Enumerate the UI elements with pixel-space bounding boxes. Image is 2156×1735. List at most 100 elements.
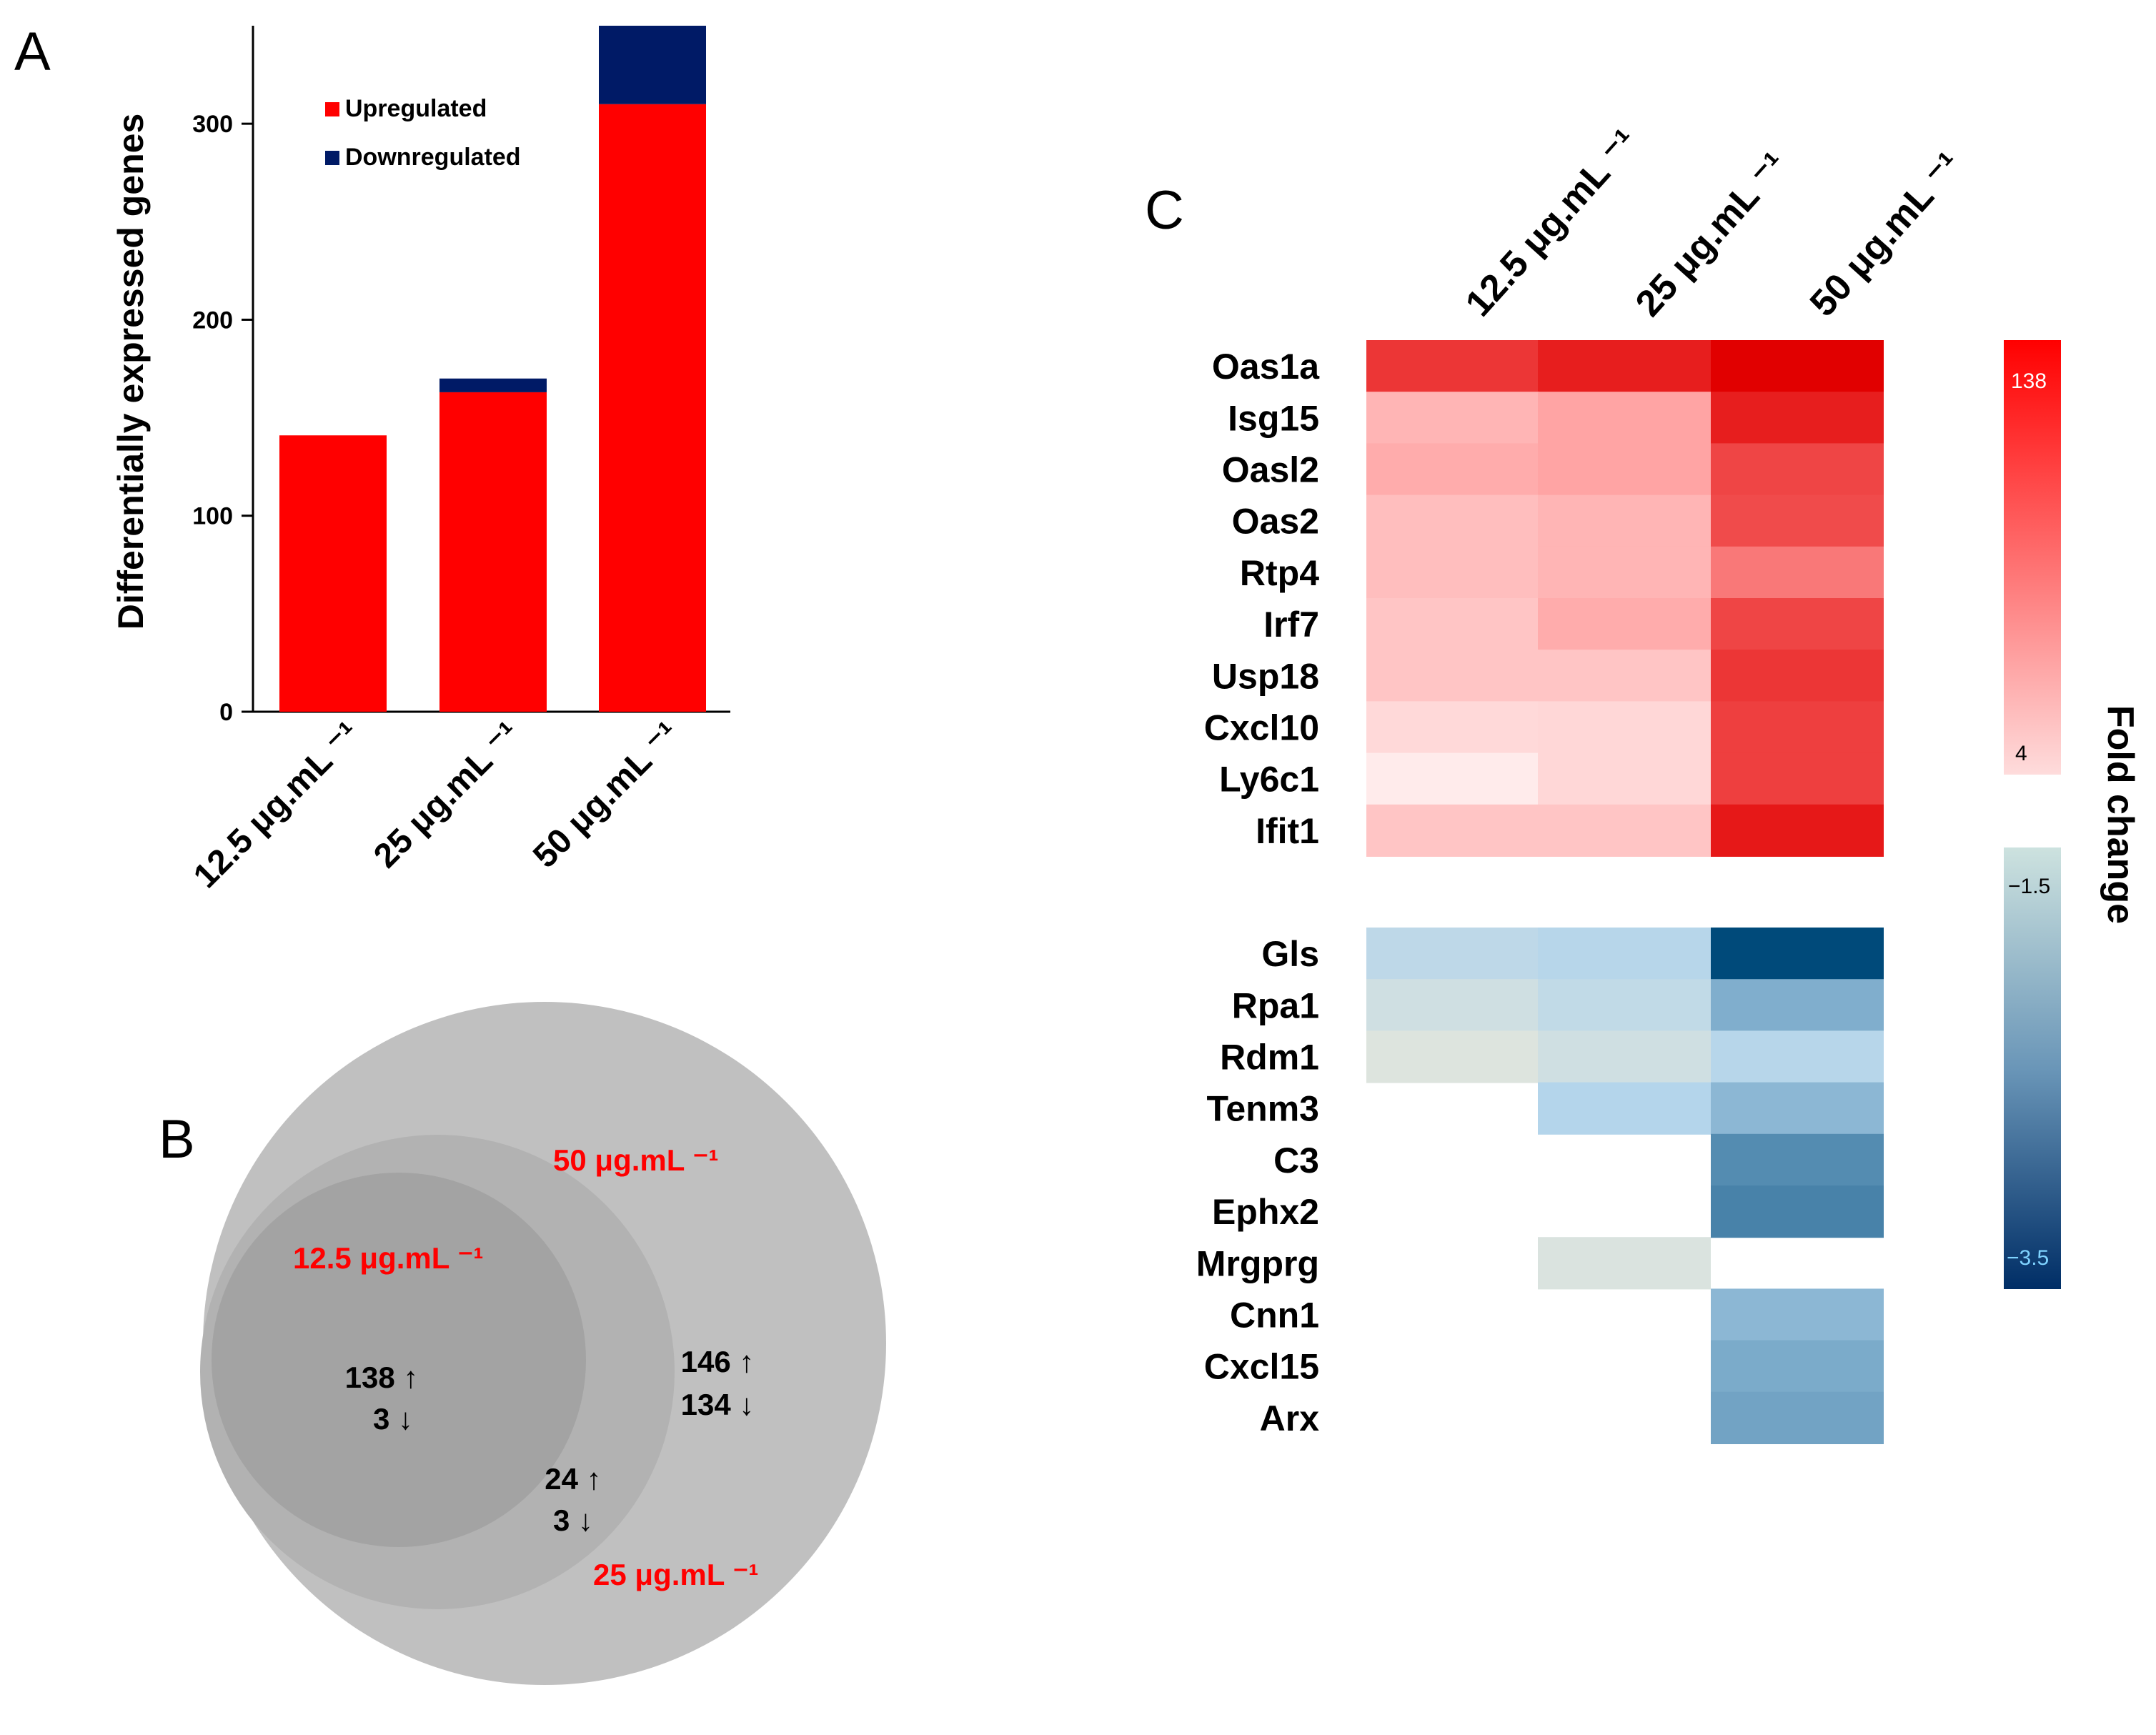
venn-count-50-down: 134 ↓ <box>681 1388 755 1421</box>
panel-a-xtick-label: 12.5 μg.mL ⁻¹ <box>187 715 367 895</box>
heatmap-cell-up-rtp4-2 <box>1538 546 1711 599</box>
heatmap-column-label-2: 25 μg.mL ⁻¹ <box>1628 144 1796 324</box>
venn-count-25-50-down: 3 ↓ <box>553 1503 593 1537</box>
heatmap-cell-up-isg15-1 <box>1366 392 1539 444</box>
heatmap-cell-down-cnn1-3 <box>1711 1288 1884 1341</box>
heatmap-cell-up-oas2-1 <box>1366 494 1539 547</box>
legend-label-downregulated: Downregulated <box>345 144 521 171</box>
gene-label-cxcl10: Cxcl10 <box>1204 708 1319 748</box>
heatmap-cell-down-rdm1-3 <box>1711 1030 1884 1083</box>
heatmap-cell-up-oas1a-1 <box>1366 340 1539 393</box>
venn-count-50-up: 146 ↑ <box>681 1345 755 1378</box>
heatmap-cell-down-mrgprg-2 <box>1538 1237 1711 1290</box>
venn-count-all-up: 138 ↑ <box>345 1361 419 1394</box>
heatmap-cell-down-rpa1-2 <box>1538 979 1711 1032</box>
heatmap-cell-up-ly6c1-3 <box>1711 752 1884 805</box>
panel-a-ylabel: Differentially expressed genes <box>111 114 151 630</box>
heatmap-cell-up-usp18-2 <box>1538 650 1711 702</box>
heatmap-cell-down-c3-3 <box>1711 1133 1884 1186</box>
gene-label-irf7: Irf7 <box>1263 605 1319 645</box>
panel-b-letter: B <box>159 1109 195 1170</box>
gene-label-isg15: Isg15 <box>1228 398 1319 438</box>
bar-upregulated-1 <box>279 435 387 712</box>
colorbar-up-min-label: 4 <box>2015 742 2027 765</box>
panel-a-xtick-label: 50 μg.mL ⁻¹ <box>526 715 687 875</box>
heatmap-cell-down-rdm1-2 <box>1538 1030 1711 1083</box>
heatmap-cell-up-oasl2-3 <box>1711 443 1884 496</box>
gene-label-c3: C3 <box>1273 1140 1319 1180</box>
colorbar-down-min-label: −3.5 <box>2007 1246 2049 1270</box>
gene-label-oasl2: Oasl2 <box>1222 450 1319 490</box>
venn-label-25: 25 μg.mL ⁻¹ <box>593 1558 758 1591</box>
panel-b-venn: B 50 μg.mL ⁻¹ 12.5 μg.mL ⁻¹ 25 μg.mL ⁻¹ … <box>159 1002 886 1685</box>
heatmap-cell-up-isg15-3 <box>1711 392 1884 444</box>
bar-downregulated-2 <box>439 378 547 392</box>
gene-label-tenm3: Tenm3 <box>1207 1089 1319 1129</box>
heatmap-cell-up-oasl2-2 <box>1538 443 1711 496</box>
heatmap-column-label-3: 50 μg.mL ⁻¹ <box>1802 144 1970 324</box>
bar-upregulated-3 <box>599 104 706 712</box>
bar-downregulated-3 <box>599 26 706 104</box>
heatmap-cell-down-gls-1 <box>1366 928 1539 980</box>
colorbar-down-max-label: −1.5 <box>2008 875 2050 898</box>
colorbar-down <box>2004 847 2061 1289</box>
heatmap-cell-up-irf7-2 <box>1538 598 1711 651</box>
heatmap-cell-down-arx-3 <box>1711 1391 1884 1444</box>
heatmap-cell-down-gls-2 <box>1538 928 1711 980</box>
panel-a-bar-chart: A Differentially expressed genes 0 100 200… <box>14 21 730 895</box>
gene-label-ly6c1: Ly6c1 <box>1219 760 1319 800</box>
heatmap-cell-up-rtp4-1 <box>1366 546 1539 599</box>
heatmap-cell-up-ifit1-3 <box>1711 804 1884 857</box>
panel-a-ytick-label: 100 <box>192 503 233 530</box>
heatmap-cell-up-usp18-1 <box>1366 650 1539 702</box>
heatmap-column-label-1: 12.5 μg.mL ⁻¹ <box>1458 121 1646 324</box>
heatmap-cell-down-rdm1-1 <box>1366 1030 1539 1083</box>
panel-a-ytick-label: 0 <box>219 699 233 726</box>
heatmap-cell-up-cxcl10-3 <box>1711 701 1884 754</box>
panel-a-ytick-label: 200 <box>192 307 233 334</box>
gene-label-mrgprg: Mrgprg <box>1196 1243 1319 1283</box>
panel-a-xtick-label: 25 μg.mL ⁻¹ <box>367 715 527 875</box>
heatmap-cell-up-irf7-3 <box>1711 598 1884 651</box>
legend-swatch-downregulated <box>325 151 339 165</box>
gene-label-cnn1: Cnn1 <box>1230 1296 1319 1336</box>
heatmap-cell-up-oas1a-2 <box>1538 340 1711 393</box>
heatmap-cell-up-ifit1-1 <box>1366 804 1539 857</box>
panel-c-letter: C <box>1145 180 1184 241</box>
colorbar-up <box>2004 340 2061 775</box>
heatmap-cell-up-isg15-2 <box>1538 392 1711 444</box>
heatmap-cell-up-rtp4-3 <box>1711 546 1884 599</box>
colorbar-up-max-label: 138 <box>2011 369 2047 393</box>
venn-count-all-down: 3 ↓ <box>373 1402 413 1436</box>
heatmap-cell-up-oas2-2 <box>1538 494 1711 547</box>
venn-count-25-50-up: 24 ↑ <box>545 1462 601 1496</box>
heatmap-cell-up-cxcl10-1 <box>1366 701 1539 754</box>
gene-label-rpa1: Rpa1 <box>1232 985 1319 1025</box>
heatmap-cell-down-gls-3 <box>1711 928 1884 980</box>
gene-label-rtp4: Rtp4 <box>1240 553 1319 593</box>
heatmap-cell-down-ephx2-3 <box>1711 1185 1884 1238</box>
gene-label-gls: Gls <box>1261 934 1319 974</box>
heatmap-cell-up-usp18-3 <box>1711 650 1884 702</box>
venn-label-50: 50 μg.mL ⁻¹ <box>553 1143 718 1177</box>
bar-upregulated-2 <box>439 392 547 712</box>
gene-label-cxcl15: Cxcl15 <box>1204 1347 1319 1387</box>
gene-label-arx: Arx <box>1260 1398 1320 1438</box>
heatmap-cell-up-ly6c1-1 <box>1366 752 1539 805</box>
gene-label-ifit1: Ifit1 <box>1256 811 1319 851</box>
heatmap-cell-up-oasl2-1 <box>1366 443 1539 496</box>
legend-swatch-upregulated <box>325 102 339 116</box>
heatmap-cell-up-cxcl10-2 <box>1538 701 1711 754</box>
heatmap-cell-up-irf7-1 <box>1366 598 1539 651</box>
gene-label-oas2: Oas2 <box>1232 502 1319 542</box>
heatmap-cell-up-oas2-3 <box>1711 494 1884 547</box>
gene-label-usp18: Usp18 <box>1212 656 1319 696</box>
colorbar-title: Fold change <box>2100 705 2141 924</box>
panel-a-letter: A <box>14 21 51 82</box>
panel-a-ytick-label: 300 <box>192 111 233 138</box>
heatmap-cell-down-cxcl15-3 <box>1711 1340 1884 1393</box>
heatmap-cell-up-oas1a-3 <box>1711 340 1884 393</box>
panel-c-heatmap: C 12.5 μg.mL ⁻¹25 μg.mL ⁻¹ 50 μg.mL ⁻¹ Oa… <box>1145 121 2141 1444</box>
venn-label-12-5: 12.5 μg.mL ⁻¹ <box>293 1241 484 1275</box>
